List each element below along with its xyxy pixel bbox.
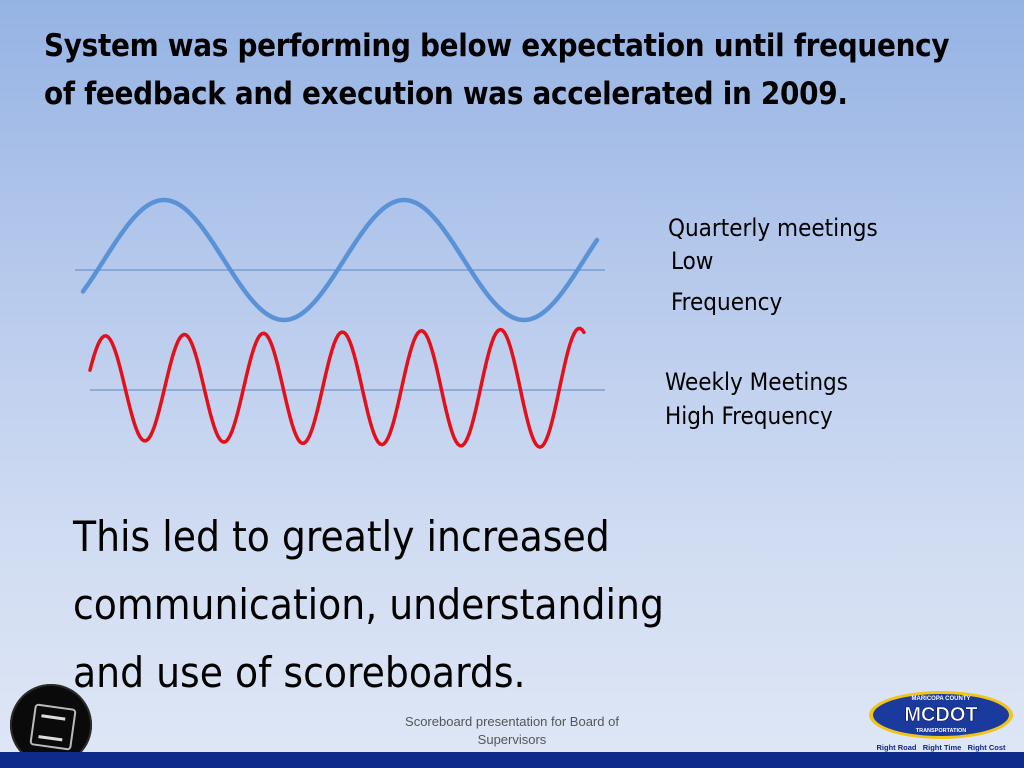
- footer-line: Supervisors: [477, 732, 547, 747]
- body-line: communication, understanding: [73, 580, 664, 629]
- logo-tagline: Right Road Right Time Right Cost: [876, 743, 1006, 752]
- low-frequency-label-line-1: Quarterly meetings: [668, 214, 878, 242]
- mcdot-logo: MARICOPA COUNTY MCDOT TRANSPORTATION Rig…: [869, 691, 1013, 752]
- seal-emblem: [29, 703, 77, 751]
- logo-county: MARICOPA COUNTY: [912, 696, 971, 702]
- slide-title: System was performing below expectation …: [44, 28, 950, 112]
- low-frequency-label-line-2: Low: [671, 247, 714, 275]
- body-line: This led to greatly increased: [73, 512, 610, 561]
- low-frequency-label-line-3: Frequency: [671, 288, 783, 316]
- footer-text: Scoreboard presentation for Board of Sup…: [372, 713, 652, 749]
- high-frequency-wave: [88, 326, 586, 449]
- body-text: This led to greatly increased communicat…: [73, 503, 833, 707]
- low-frequency-wave: [80, 197, 600, 323]
- footer-line: Scoreboard presentation for Board of: [405, 714, 619, 729]
- body-line: and use of scoreboards.: [73, 648, 526, 697]
- bottom-bar: [0, 752, 1024, 768]
- high-frequency-label-line-2: High Frequency: [665, 402, 833, 430]
- logo-dept: TRANSPORTATION: [916, 728, 967, 734]
- high-frequency-label-line-1: Weekly Meetings: [665, 368, 848, 396]
- logo-name: MCDOT: [904, 704, 977, 726]
